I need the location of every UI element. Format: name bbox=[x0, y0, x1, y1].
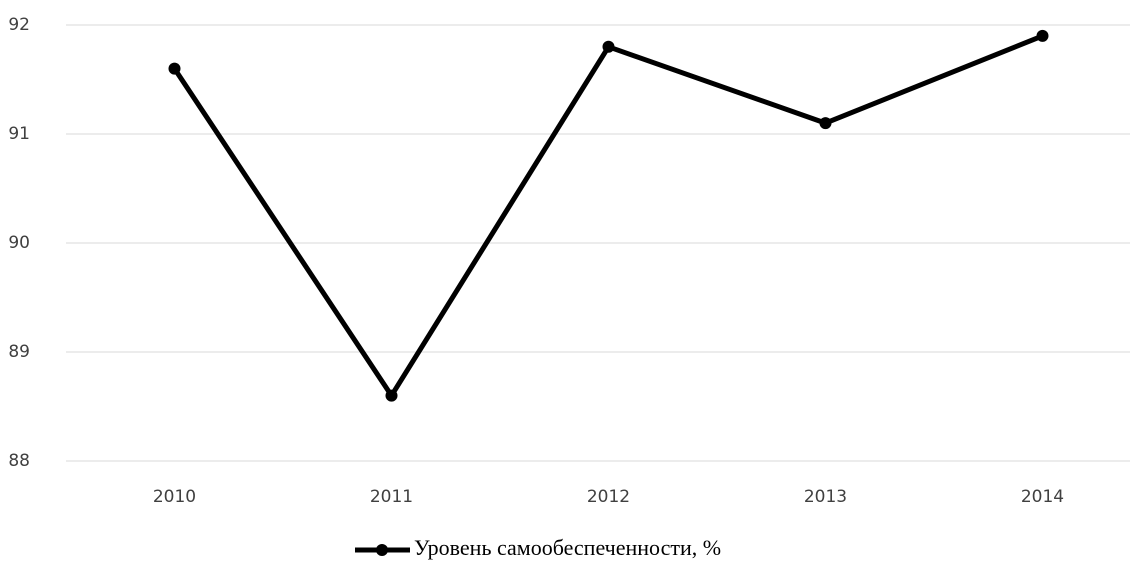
y-tick-label: 92 bbox=[8, 15, 30, 35]
legend-marker bbox=[376, 544, 388, 556]
x-tick-label: 2014 bbox=[1021, 487, 1064, 507]
data-line bbox=[172, 33, 1044, 399]
data-point bbox=[168, 62, 181, 75]
x-tick-label: 2010 bbox=[153, 487, 196, 507]
x-tick-label: 2012 bbox=[587, 487, 630, 507]
x-tick-label: 2011 bbox=[370, 487, 413, 507]
data-point bbox=[385, 389, 398, 402]
y-tick-label: 91 bbox=[8, 124, 30, 144]
data-point bbox=[602, 40, 615, 53]
data-point bbox=[819, 117, 832, 130]
legend-label: Уровень самообеспеченности, % bbox=[414, 535, 721, 560]
y-tick-label: 90 bbox=[8, 233, 30, 253]
y-tick-label: 89 bbox=[8, 342, 30, 362]
x-tick-label: 2013 bbox=[804, 487, 847, 507]
data-point bbox=[1036, 29, 1049, 42]
y-tick-label: 88 bbox=[8, 451, 30, 471]
